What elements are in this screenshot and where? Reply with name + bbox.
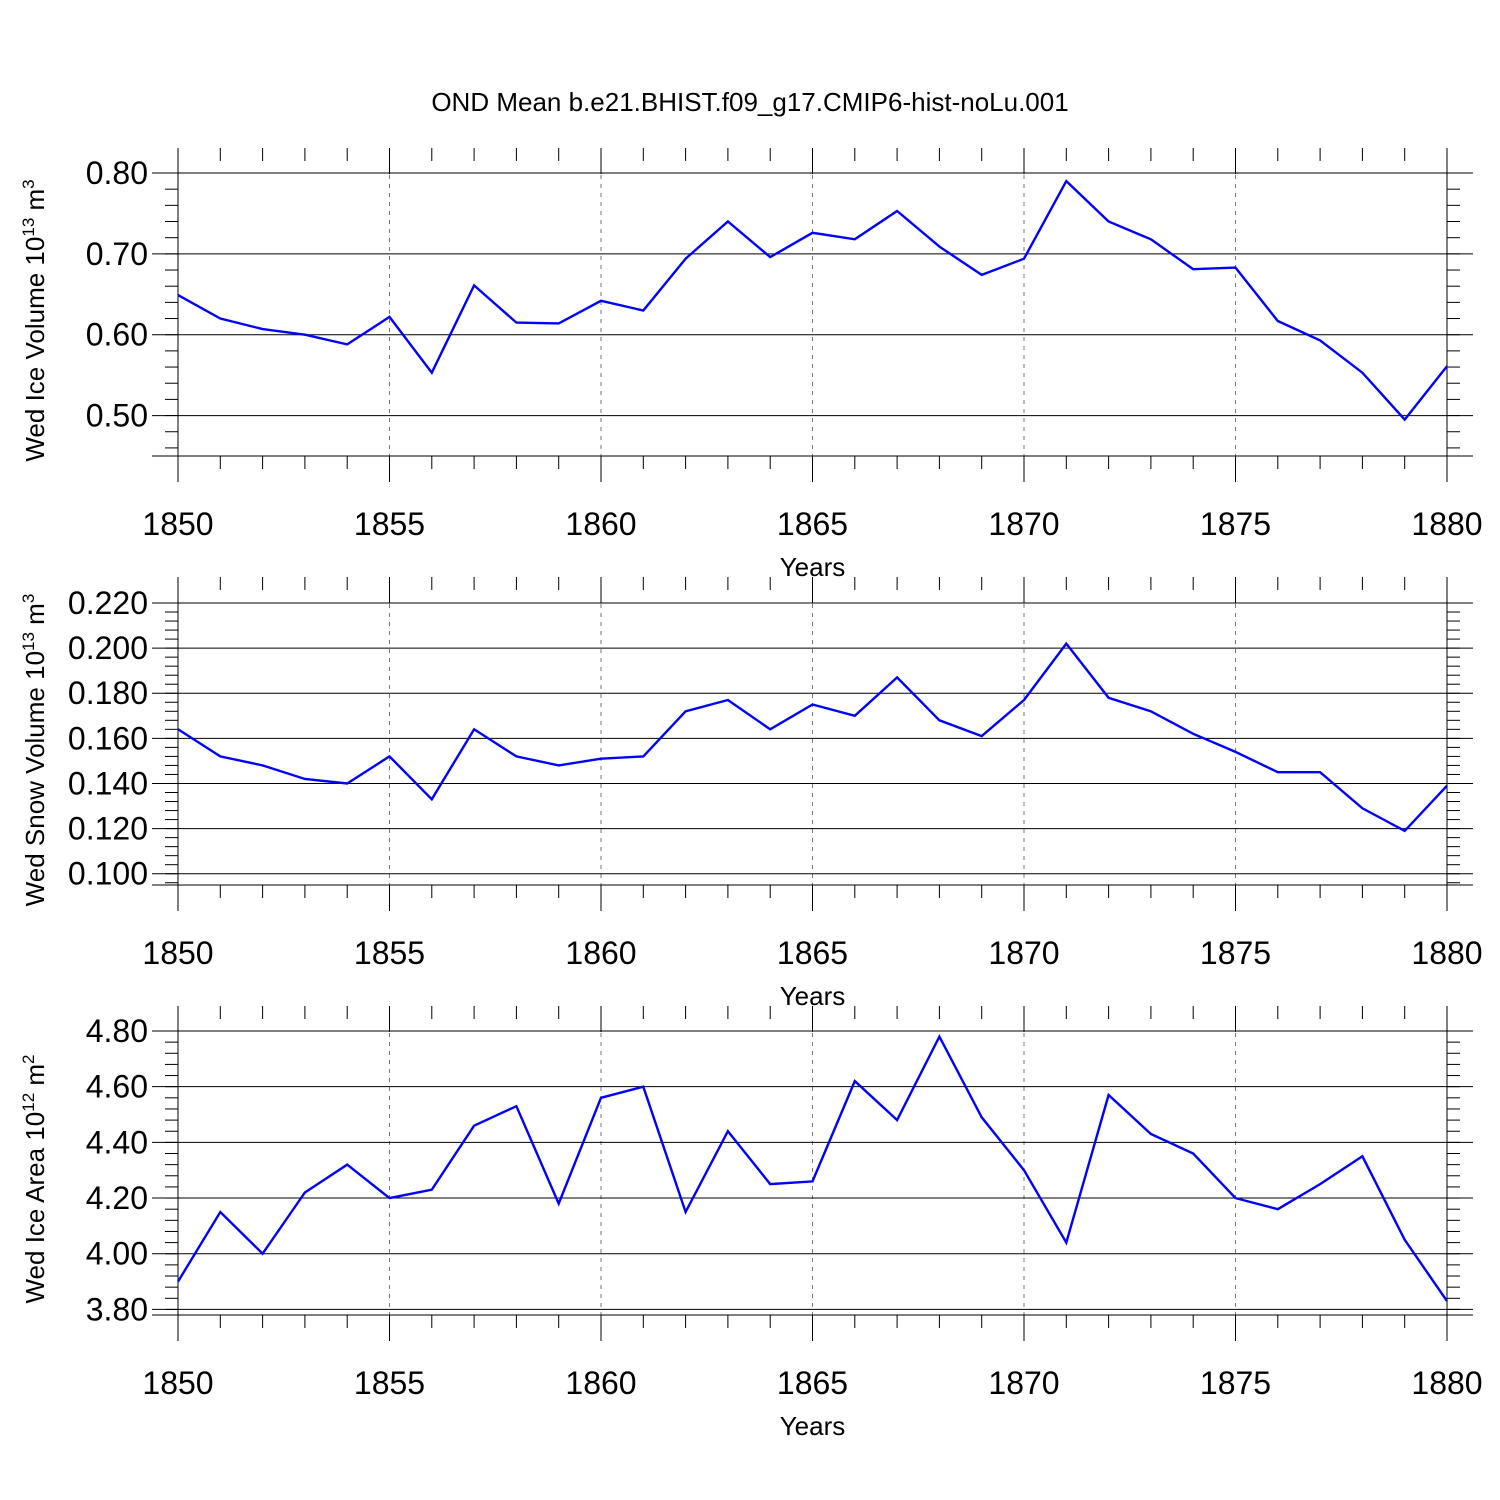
x-tick-label: 1860 xyxy=(565,1365,636,1401)
x-tick-label: 1870 xyxy=(988,506,1059,542)
y-tick-label: 0.100 xyxy=(68,856,148,892)
y-tick-label: 0.60 xyxy=(86,317,148,353)
panel-2: 0.100 0.120 0.140 0.160 0.180 0.200 0.220 1850 1… xyxy=(19,577,1483,1011)
series-line xyxy=(176,1033,1448,1302)
chart-title: OND Mean b.e21.BHIST.f09_g17.CMIP6-hist-… xyxy=(431,87,1068,117)
x-tick-label: 1850 xyxy=(142,1365,213,1401)
y-tick-label: 4.40 xyxy=(86,1124,148,1160)
y-tick-label: 4.80 xyxy=(86,1013,148,1049)
x-tick-label: 1850 xyxy=(142,935,213,971)
x-tick-label: 1870 xyxy=(988,1365,1059,1401)
x-axis-title: Years xyxy=(780,1411,846,1441)
x-tick-label: 1865 xyxy=(777,1365,848,1401)
y-tick-label: 0.180 xyxy=(68,675,148,711)
y-tick-label: 0.50 xyxy=(86,398,148,434)
y-tick-label: 3.80 xyxy=(86,1291,148,1327)
x-tick-label: 1880 xyxy=(1411,935,1482,971)
x-tick-label: 1870 xyxy=(988,935,1059,971)
y-axis-title: Wed Ice Volume 1013 m3 xyxy=(19,179,50,461)
x-tick-label: 1880 xyxy=(1411,506,1482,542)
x-tick-label: 1855 xyxy=(354,506,425,542)
y-tick-label: 0.70 xyxy=(86,236,148,272)
y-tick-label: 4.00 xyxy=(86,1236,148,1272)
x-tick-label: 1865 xyxy=(777,506,848,542)
series-line xyxy=(177,641,1448,833)
panel-3: 3.80 4.00 4.20 4.40 4.60 4.80 1850 1855 1860 1865… xyxy=(19,1006,1483,1441)
y-tick-label: 0.80 xyxy=(86,155,148,191)
y-axis-title: Wed Ice Area 1012 m2 xyxy=(19,1054,50,1303)
x-tick-label: 1875 xyxy=(1200,1365,1271,1401)
y-tick-label: 4.20 xyxy=(86,1180,148,1216)
y-tick-label: 0.120 xyxy=(68,811,148,847)
y-tick-label: 0.220 xyxy=(68,585,148,621)
x-tick-label: 1880 xyxy=(1411,1365,1482,1401)
y-axis-title: Wed Snow Volume 1013 m3 xyxy=(19,594,50,907)
x-tick-label: 1855 xyxy=(354,935,425,971)
x-tick-label: 1865 xyxy=(777,935,848,971)
y-tick-label: 0.160 xyxy=(68,720,148,756)
x-tick-label: 1850 xyxy=(142,506,213,542)
panel-1: 0.50 0.60 0.70 0.80 1850 1855 1860 1865 1870 1875… xyxy=(19,148,1483,582)
x-tick-label: 1855 xyxy=(354,1365,425,1401)
x-tick-label: 1860 xyxy=(565,506,636,542)
y-tick-label: 4.60 xyxy=(86,1069,148,1105)
y-tick-label: 0.140 xyxy=(68,765,148,801)
x-tick-label: 1860 xyxy=(565,935,636,971)
x-tick-label: 1875 xyxy=(1200,935,1271,971)
y-tick-label: 0.200 xyxy=(68,630,148,666)
x-tick-label: 1875 xyxy=(1200,506,1271,542)
panels: 0.50 0.60 0.70 0.80 1850 1855 1860 1865 1870 1875… xyxy=(19,148,1483,1441)
series-line xyxy=(177,179,1448,422)
